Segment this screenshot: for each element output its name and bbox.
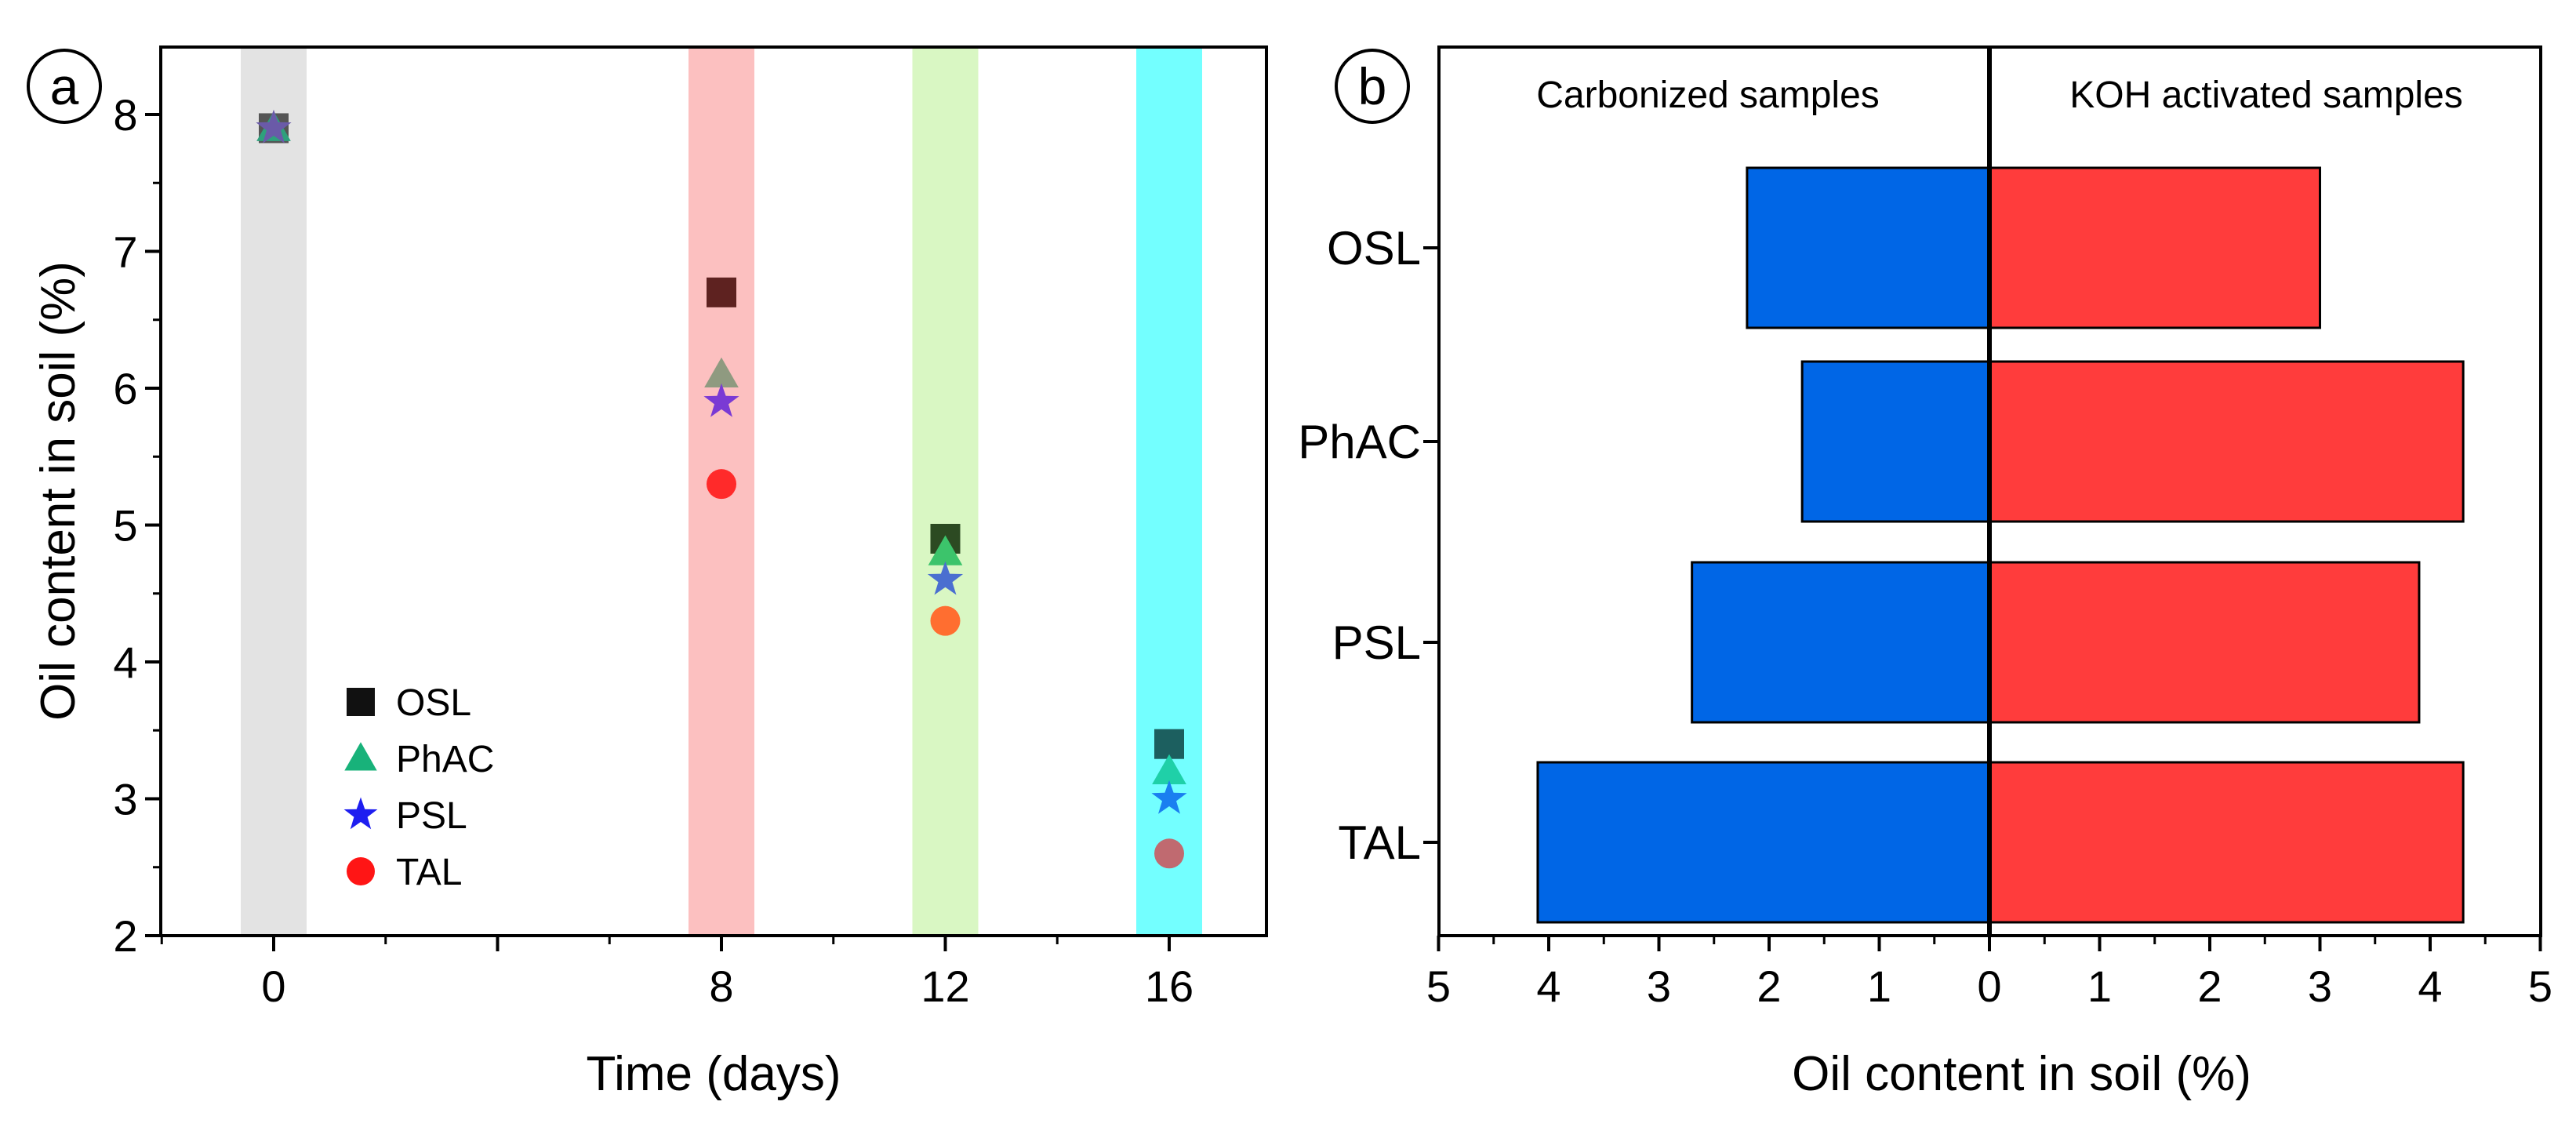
- bar-koh-activated-tal: [1988, 761, 2465, 924]
- point-psl-day-12: [927, 561, 964, 595]
- bar-koh-activated-phac: [1988, 360, 2465, 523]
- point-psl-day-8: [703, 383, 739, 417]
- bar-carbonized-psl: [1691, 561, 1991, 724]
- svg-text:b: b: [1358, 57, 1387, 115]
- category-label-tal: TAL: [1338, 816, 1421, 869]
- legend-label-phac: PhAC: [396, 739, 494, 780]
- bar-carbonized-phac: [1800, 360, 1991, 523]
- y-tick-label: 8: [113, 90, 137, 140]
- legend-label-tal: TAL: [396, 852, 462, 893]
- point-osl-day-16: [1154, 729, 1184, 759]
- x-tick-label: 0: [1977, 962, 2001, 1011]
- carbonized-header: Carbonized samples: [1536, 75, 1880, 116]
- bar-carbonized-tal: [1536, 761, 1991, 924]
- koh-activated-header: KOH activated samples: [2069, 75, 2463, 116]
- bar-koh-activated-osl: [1988, 166, 2321, 329]
- x-tick-label: 16: [1145, 962, 1194, 1011]
- x-tick-label: 2: [2197, 962, 2222, 1011]
- bar-koh-activated-psl: [1988, 561, 2421, 724]
- point-psl-day-0: [256, 109, 292, 144]
- y-axis-ticks: 2 3 4 5 6 7 8: [113, 90, 161, 961]
- highlight-band-day-0: [241, 47, 307, 936]
- x-axis-title: Oil content in soil (%): [1792, 1047, 2251, 1101]
- highlight-band-day-12: [912, 47, 979, 936]
- bar-carbonized-osl: [1746, 166, 1991, 329]
- x-tick-label: 3: [2308, 962, 2332, 1011]
- point-tal-day-12: [930, 605, 961, 636]
- point-osl-day-8: [707, 277, 736, 307]
- x-tick-label: 12: [921, 962, 969, 1011]
- svg-text:a: a: [50, 57, 79, 115]
- point-phac-day-12: [928, 535, 963, 565]
- point-psl-day-16: [1151, 780, 1187, 814]
- point-phac-day-16: [1152, 754, 1186, 784]
- legend-label-osl: OSL: [396, 682, 471, 724]
- panel-b: Carbonized samples KOH activated samples…: [1298, 45, 2552, 1101]
- x-tick-label: 8: [709, 962, 733, 1011]
- panel-label-a: a: [27, 49, 102, 124]
- category-label-osl: OSL: [1327, 222, 1421, 274]
- x-tick-label: 4: [1536, 962, 1560, 1011]
- legend-label-psl: PSL: [396, 795, 467, 837]
- y-axis-title: Oil content in soil (%): [31, 261, 85, 721]
- legend-marker-osl: [347, 688, 375, 716]
- point-tal-day-8: [707, 469, 736, 500]
- data-points: [256, 109, 1187, 869]
- y-tick-label: 7: [113, 227, 137, 277]
- y-tick-label: 6: [113, 364, 137, 413]
- x-axis-title: Time (days): [587, 1047, 841, 1101]
- legend: OSL PhAC PSL TAL: [343, 682, 494, 893]
- category-label-psl: PSL: [1332, 616, 1421, 669]
- legend-marker-phac: [344, 742, 377, 771]
- x-tick-label: 2: [1757, 962, 1781, 1011]
- plot-frame-a: [159, 45, 1268, 937]
- x-tick-label: 5: [2528, 962, 2552, 1011]
- point-tal-day-16: [1154, 838, 1184, 869]
- category-ticks: OSL PhAC PSL TAL: [1298, 222, 1439, 869]
- x-tick-label: 5: [1426, 962, 1451, 1011]
- category-label-phac: PhAC: [1298, 416, 1421, 468]
- x-tick-label: 4: [2418, 962, 2442, 1011]
- y-tick-label: 5: [113, 501, 137, 551]
- x-tick-label: 0: [261, 962, 285, 1011]
- legend-marker-psl: [343, 797, 378, 830]
- x-tick-label: 1: [2087, 962, 2112, 1011]
- x-tick-label: 1: [1867, 962, 1891, 1011]
- y-tick-label: 2: [113, 911, 137, 961]
- x-tick-label: 3: [1647, 962, 1671, 1011]
- point-phac-day-8: [704, 357, 739, 387]
- panel-a: 2 3 4 5 6 7 8 0 8 12 16 OSL PhAC PSL TAL Time (days)…: [27, 45, 1268, 1101]
- panel-label-b: b: [1335, 49, 1410, 124]
- bars: [1536, 166, 2465, 924]
- legend-marker-tal: [347, 857, 375, 885]
- x-axis-ticks: 0 8 12 16: [160, 936, 1194, 1011]
- y-tick-label: 3: [113, 775, 137, 824]
- y-tick-label: 4: [113, 638, 137, 687]
- x-axis-ticks: 5 4 3 2 1 0 1 2 3 4 5: [1426, 936, 2552, 1011]
